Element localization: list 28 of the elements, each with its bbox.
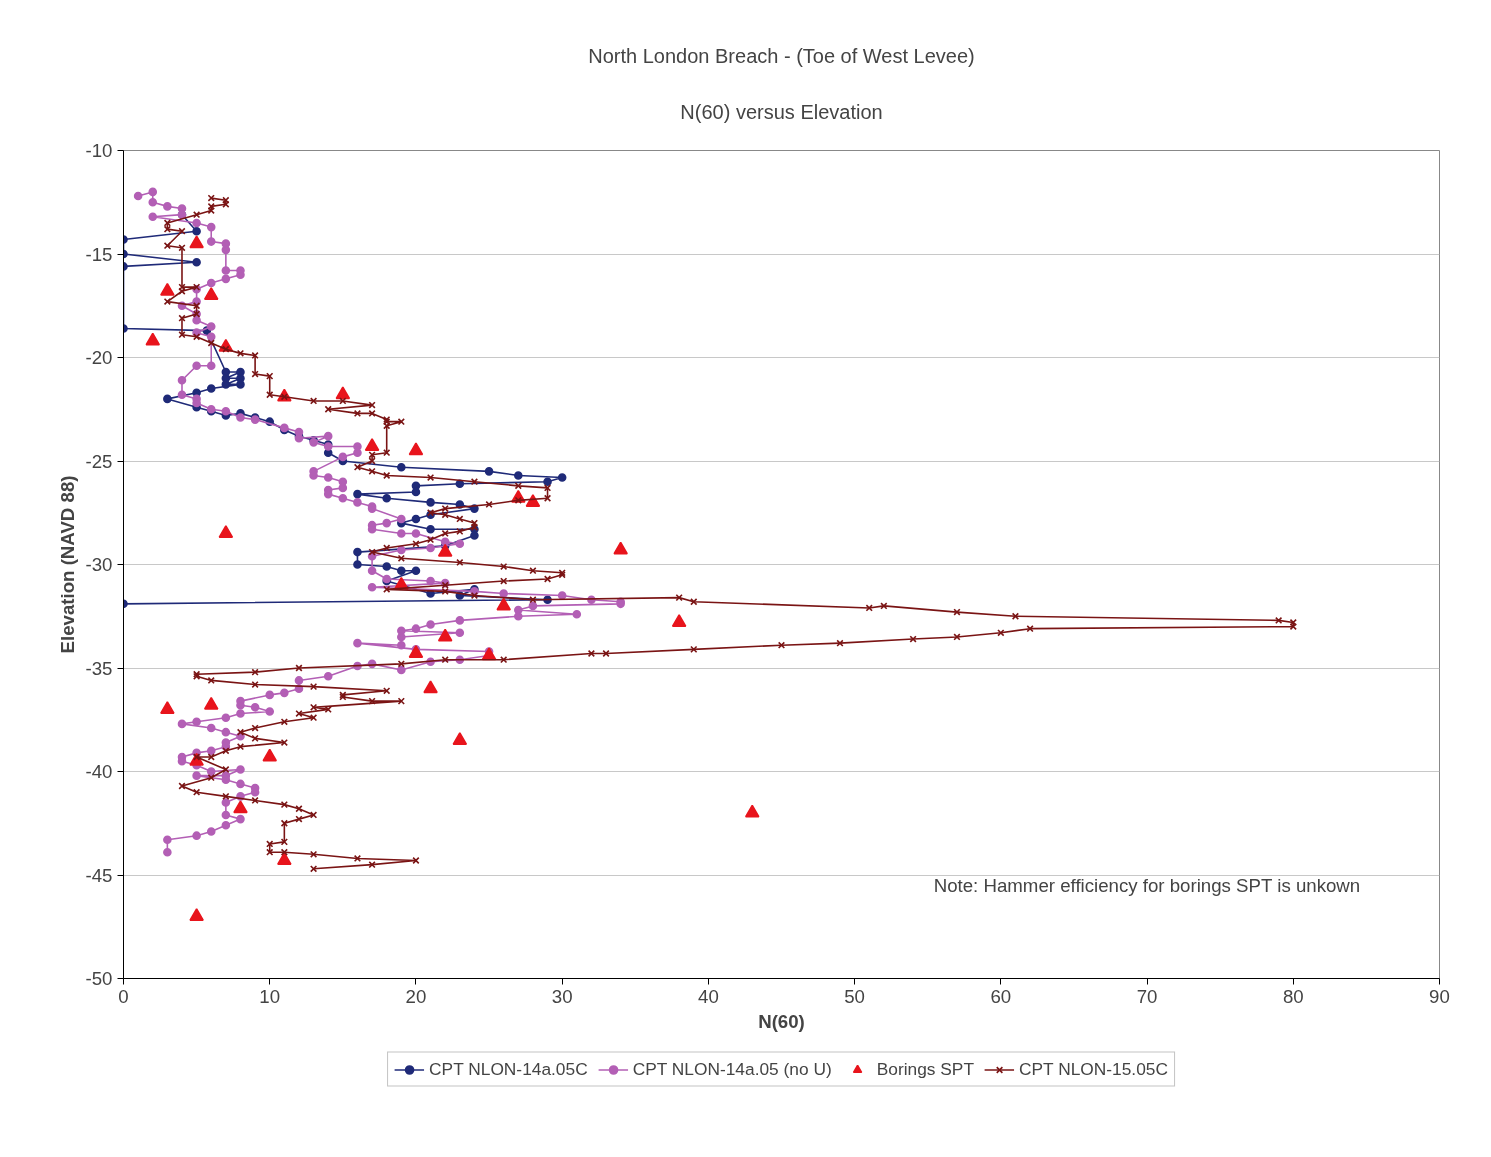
x-tick-label: 90	[1429, 985, 1450, 1007]
x-tick-label: 70	[1136, 985, 1158, 1007]
y-tick-label: -30	[85, 554, 113, 575]
y-tick-label: -20	[85, 347, 113, 368]
x-tick-label: 80	[1282, 985, 1304, 1007]
y-tick-label: -35	[85, 657, 113, 679]
chart-title: North London Breach - (Toe of West Levee)	[588, 44, 975, 67]
x-tick-label: 20	[405, 985, 427, 1007]
legend-label: Borings SPT	[876, 1058, 974, 1080]
x-tick-label: 30	[551, 985, 573, 1007]
legend-label: CPT NLON-15.05C	[1018, 1058, 1168, 1080]
x-tick-label: 40	[698, 985, 719, 1007]
y-tick-label: -50	[85, 968, 113, 989]
y-tick-label: -25	[85, 450, 113, 472]
x-tick-label: 0	[118, 985, 129, 1007]
annotation: Note: Hammer efficiency for borings SPT is unkown	[933, 874, 1361, 896]
chart-subtitle: N(60) versus Elevation	[680, 101, 883, 123]
y-tick-label: -15	[85, 243, 113, 265]
x-tick-label: 10	[259, 985, 281, 1007]
legend-label: CPT NLON-14a.05 (no U)	[632, 1058, 832, 1080]
y-axis-title: Elevation (NAVD 88)	[56, 475, 78, 654]
y-tick-label: -10	[85, 140, 113, 161]
x-axis-title: N(60)	[758, 1010, 805, 1032]
y-tick-label: -45	[85, 864, 113, 886]
x-tick-label: 60	[990, 985, 1012, 1007]
x-tick-label: 50	[844, 985, 865, 1007]
legend-label: CPT NLON-14a.05C	[429, 1058, 588, 1080]
y-tick-label: -40	[85, 761, 113, 782]
